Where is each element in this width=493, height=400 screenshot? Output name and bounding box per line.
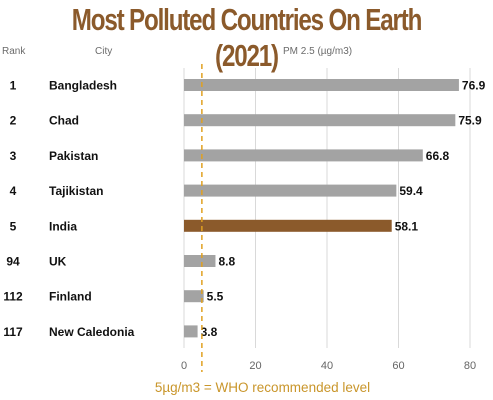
metric-column-header: PM 2.5 (µg/m3) <box>283 46 353 57</box>
country-label: New Caledonia <box>49 325 135 339</box>
rank-column-header: Rank <box>2 46 26 57</box>
country-label: Pakistan <box>49 149 98 163</box>
bar <box>184 79 459 91</box>
x-tick-label: 0 <box>181 360 187 372</box>
x-tick-label: 20 <box>249 360 261 372</box>
bar <box>184 219 392 232</box>
bar <box>184 149 423 162</box>
rank-label: 117 <box>3 325 23 339</box>
data-label: 5.5 <box>207 290 224 304</box>
country-label: Finland <box>49 290 92 304</box>
country-label: UK <box>49 255 67 269</box>
rank-label: 3 <box>10 149 17 163</box>
rank-label: 94 <box>6 255 20 269</box>
rank-label: 112 <box>3 290 23 304</box>
data-label: 3.8 <box>201 325 218 339</box>
country-label: Tajikistan <box>49 184 103 198</box>
data-label: 59.4 <box>399 184 423 198</box>
data-label: 75.9 <box>458 114 482 128</box>
country-label: India <box>49 219 77 233</box>
data-label: 58.1 <box>395 219 419 233</box>
x-tick-label: 40 <box>321 360 333 372</box>
bar <box>184 114 456 127</box>
rank-label: 4 <box>10 184 17 198</box>
x-tick-label: 60 <box>392 360 404 372</box>
bar <box>184 255 216 267</box>
rank-label: 5 <box>10 219 17 233</box>
country-label: Bangladesh <box>49 79 117 93</box>
bar <box>184 184 397 197</box>
city-column-header: City <box>95 46 113 57</box>
bar <box>184 290 204 303</box>
rank-label: 1 <box>10 79 17 93</box>
chart-title: Most Polluted Countries On Earth (2021) <box>71 2 423 73</box>
who-reference-label: 5µg/m3 = WHO recommended level <box>154 380 371 395</box>
data-label: 66.8 <box>426 149 450 163</box>
rank-label: 2 <box>10 114 17 128</box>
data-label: 8.8 <box>218 255 235 269</box>
bar <box>184 325 198 338</box>
country-label: Chad <box>49 114 79 128</box>
data-label: 76.9 <box>462 79 486 93</box>
x-tick-label: 80 <box>464 360 476 372</box>
